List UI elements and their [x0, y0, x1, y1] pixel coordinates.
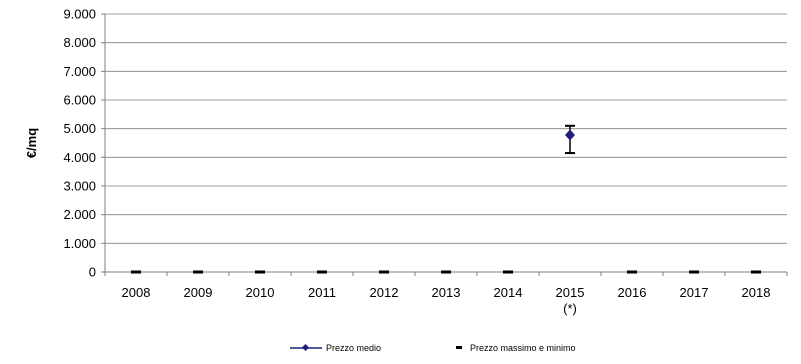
- y-tick-label: 2.000: [63, 207, 96, 222]
- y-tick-label: 1.000: [63, 236, 96, 251]
- min-max-marker: [255, 270, 265, 274]
- legend: Prezzo medio Prezzo massimo e minimo: [290, 343, 576, 353]
- min-max-error-bars: [131, 124, 761, 274]
- y-tick-label: 0: [89, 265, 96, 280]
- legend-avg-label: Prezzo medio: [326, 343, 381, 353]
- y-tick-label: 9.000: [63, 7, 96, 22]
- y-tick-label: 6.000: [63, 93, 96, 108]
- legend-minmax-label: Prezzo massimo e minimo: [470, 343, 576, 353]
- gridlines: [101, 13, 788, 276]
- y-tick-label: 5.000: [63, 121, 96, 136]
- y-tick-label: 4.000: [63, 150, 96, 165]
- x-tick-label: 2014: [494, 285, 523, 300]
- x-tick-footnote: (*): [563, 301, 577, 316]
- x-tick-label: 2018: [742, 285, 771, 300]
- x-tick-label: 2015: [556, 285, 585, 300]
- legend-avg-swatch-marker: [301, 343, 310, 352]
- min-max-marker: [627, 270, 637, 274]
- y-tick-labels: 0 1.000 2.000 3.000 4.000 5.000 6.000 7.000 8.00…: [63, 7, 96, 280]
- y-tick-label: 3.000: [63, 179, 96, 194]
- x-tick-label: 2010: [246, 285, 275, 300]
- min-max-marker: [131, 270, 141, 274]
- legend-minmax-swatch: [456, 346, 462, 349]
- min-max-marker: [379, 270, 389, 274]
- min-max-marker: [751, 270, 761, 274]
- x-tick-label: 2008: [122, 285, 151, 300]
- average-price-point: [565, 129, 575, 141]
- x-tick-label: 2017: [680, 285, 709, 300]
- min-max-marker: [689, 270, 699, 274]
- axes: [104, 14, 787, 273]
- x-tick-label: 2012: [370, 285, 399, 300]
- min-max-marker: [441, 270, 451, 274]
- average-price-points: [565, 129, 575, 141]
- x-tick-label: 2011: [308, 285, 336, 300]
- y-tick-label: 8.000: [63, 35, 96, 50]
- x-tick-label: 2013: [432, 285, 461, 300]
- x-tick-labels: 2008 2009 2010 2011 2012 2013 2014 2015(*) 2016 2…: [122, 285, 771, 316]
- x-tick-label: 2016: [618, 285, 647, 300]
- min-max-marker: [503, 270, 513, 274]
- min-max-marker: [317, 270, 327, 274]
- x-tick-label: 2009: [184, 285, 213, 300]
- y-axis-label: €/mq: [24, 128, 39, 158]
- min-max-marker: [193, 270, 203, 274]
- y-tick-label: 7.000: [63, 64, 96, 79]
